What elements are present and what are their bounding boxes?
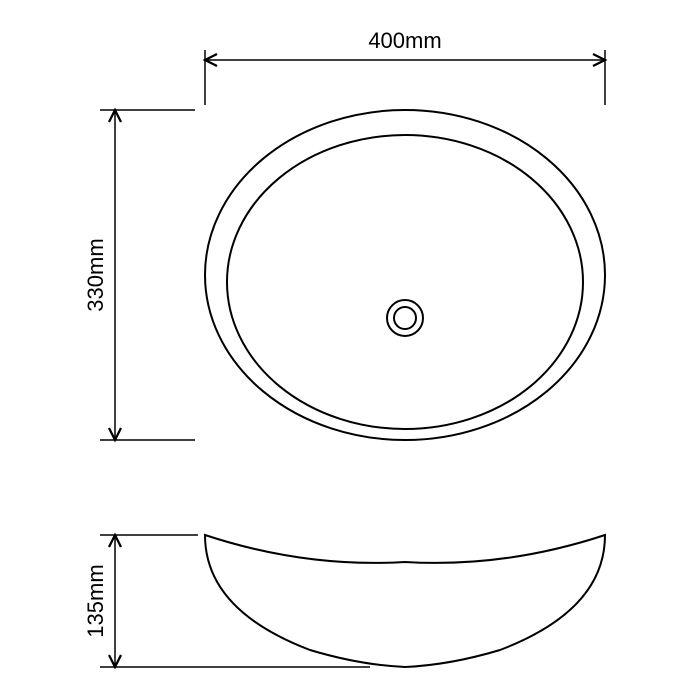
width-dimension: 400mm (205, 28, 605, 105)
depth-label: 135mm (83, 564, 108, 637)
height-dimension: 330mm (83, 110, 195, 440)
depth-dimension: 135mm (83, 535, 370, 667)
width-label: 400mm (368, 28, 441, 53)
height-label: 330mm (83, 238, 108, 311)
drain-outer (387, 300, 423, 336)
basin-top-view (205, 110, 605, 440)
dimension-drawing: 400mm 330mm 135mm (0, 0, 700, 700)
basin-side-view (205, 535, 605, 667)
drain-inner (394, 307, 416, 329)
